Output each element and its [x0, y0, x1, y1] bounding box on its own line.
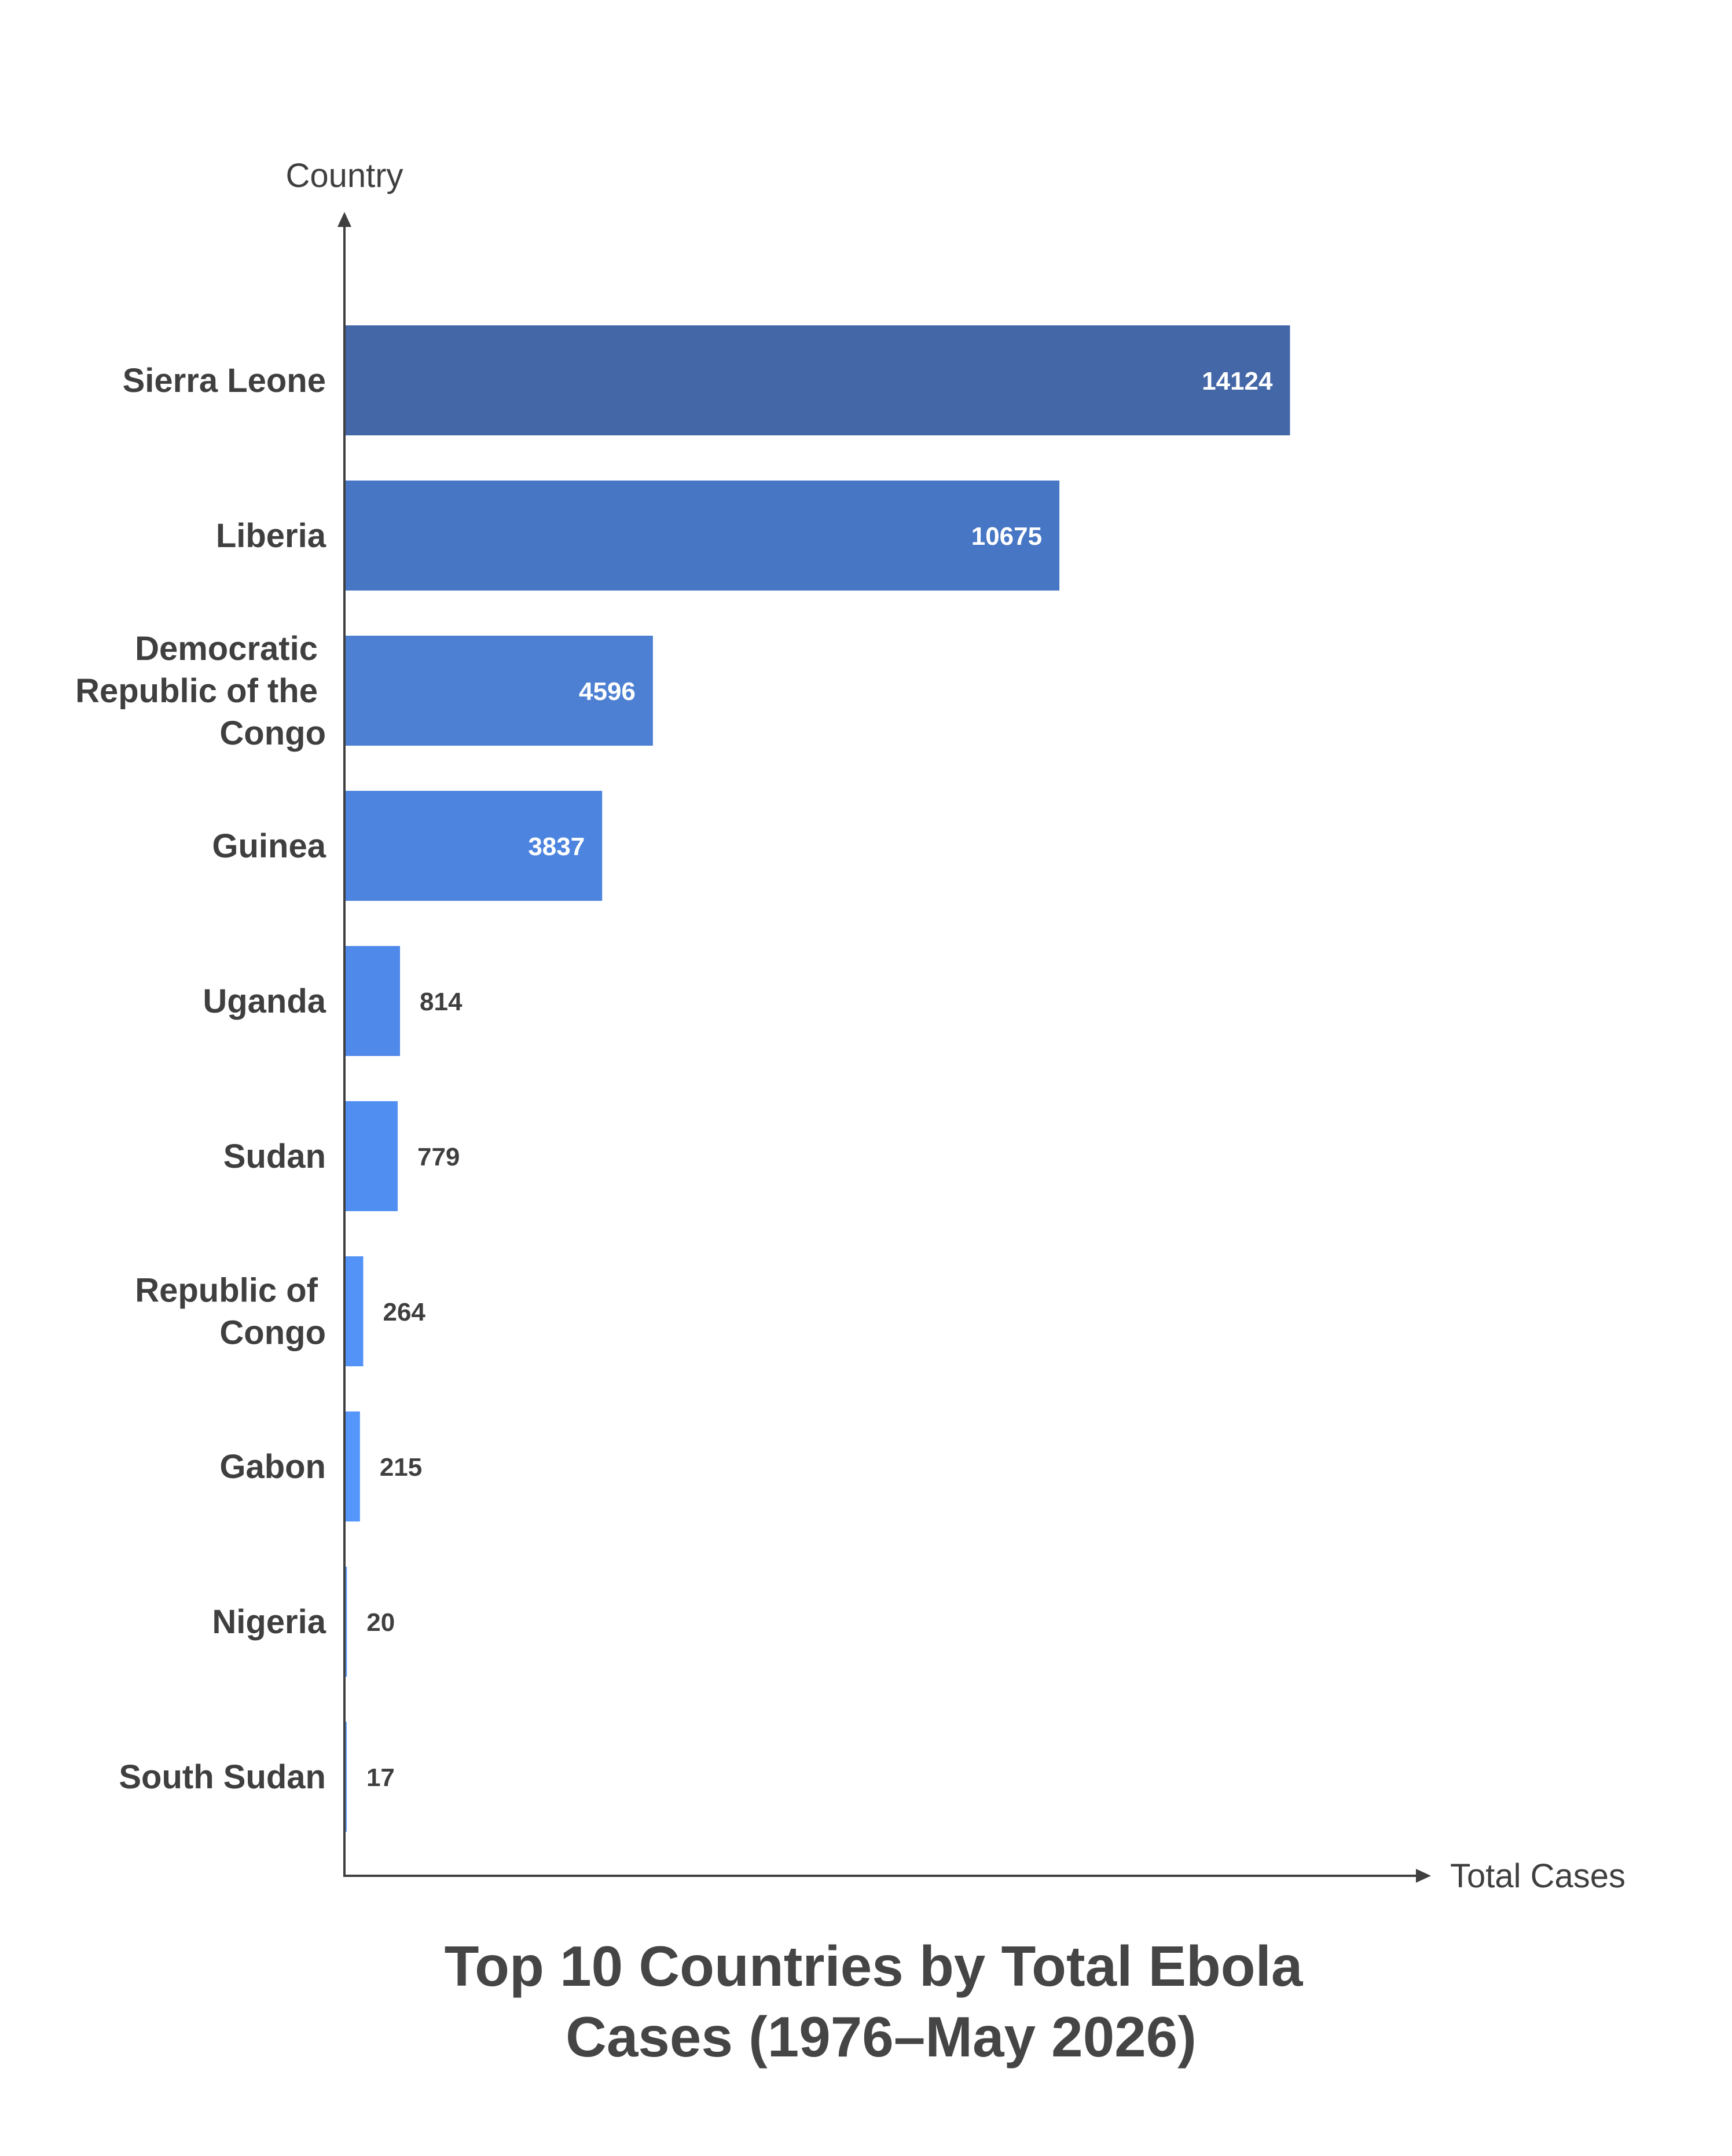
category-label: Sierra Leone: [123, 362, 326, 399]
bar-value-label: 20: [366, 1608, 395, 1637]
category-label: Gabon: [219, 1448, 326, 1486]
bar: [346, 481, 1060, 591]
chart-title-line-2: Cases (1976–May 2026): [566, 2005, 1197, 2069]
category-label-line: Uganda: [203, 982, 326, 1020]
bar-value-label: 779: [417, 1143, 460, 1171]
bar: [346, 1411, 360, 1521]
category-label-line: Republic of: [135, 1272, 318, 1310]
category-label-line: Republic of the: [75, 672, 318, 710]
category-label-line: Sierra Leone: [123, 362, 326, 399]
bar: [346, 636, 653, 746]
bar: [346, 1101, 398, 1211]
x-axis-arrow: [1416, 1869, 1431, 1883]
bar-value-label: 3837: [528, 833, 585, 861]
category-label: Nigeria: [212, 1603, 326, 1641]
y-axis-arrow: [337, 212, 351, 227]
bar: [346, 1567, 347, 1677]
category-label: Republic of Congo: [135, 1272, 326, 1352]
category-label: South Sudan: [119, 1758, 326, 1796]
bar: [346, 1256, 364, 1366]
bar-value-label: 17: [366, 1763, 395, 1792]
category-label-line: South Sudan: [119, 1758, 326, 1796]
category-label: Sudan: [223, 1138, 326, 1175]
category-label-line: Congo: [219, 714, 326, 752]
category-label: Democratic Republic of the Congo: [75, 630, 326, 752]
category-label-line: Congo: [219, 1314, 326, 1352]
category-labels: Sierra Leone Liberia Democratic Republic of…: [75, 362, 326, 1796]
category-label-line: Gabon: [219, 1448, 326, 1486]
category-label: Liberia: [216, 517, 326, 555]
category-label: Guinea: [212, 827, 326, 865]
category-label-line: Nigeria: [212, 1603, 326, 1641]
bar-value-label: 215: [380, 1453, 422, 1482]
bar-value-label: 10675: [971, 522, 1042, 551]
bar: [346, 325, 1290, 435]
category-label: Uganda: [203, 982, 326, 1020]
y-axis-title: Country: [285, 157, 403, 195]
x-axis-title: Total Cases: [1450, 1857, 1625, 1895]
bar: [346, 791, 603, 901]
category-label-line: Liberia: [216, 517, 326, 555]
bars-layer: [346, 325, 1290, 1832]
category-label-line: Democratic: [135, 630, 318, 668]
bar: [346, 1722, 347, 1832]
bar: [346, 946, 401, 1056]
bar-value-label: 14124: [1202, 367, 1273, 395]
value-labels: 14124 10675 4596 3837 814 779 264 215 20 17: [366, 367, 1273, 1792]
bar-value-label: 814: [420, 988, 463, 1016]
category-label-line: Sudan: [223, 1138, 326, 1175]
bar-value-label: 264: [383, 1298, 425, 1326]
chart-title-line-1: Top 10 Countries by Total Ebola: [445, 1934, 1304, 1998]
category-label-line: Guinea: [212, 827, 326, 865]
bar-value-label: 4596: [579, 677, 636, 706]
